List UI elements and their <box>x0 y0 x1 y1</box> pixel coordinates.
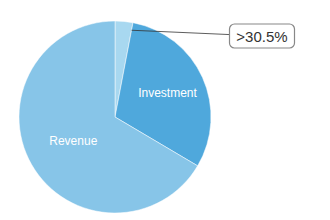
svg-text:Revenue: Revenue <box>49 134 97 148</box>
svg-text:>30.5%: >30.5% <box>236 28 287 45</box>
svg-text:Investment: Investment <box>138 86 197 100</box>
